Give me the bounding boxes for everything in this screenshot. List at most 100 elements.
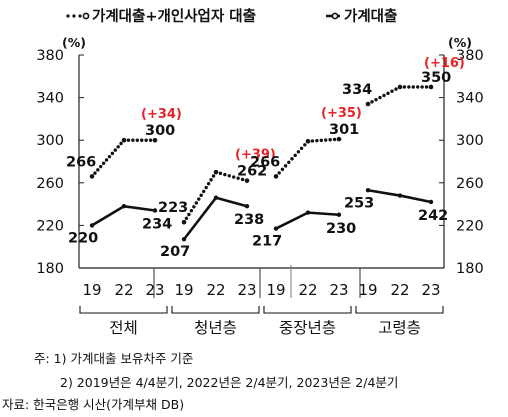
dotted-series-dot xyxy=(211,174,216,178)
dotted-series-point xyxy=(305,138,311,144)
dotted-series-dot xyxy=(277,171,281,175)
solid-series-point xyxy=(305,210,311,215)
solid-series-point xyxy=(213,195,219,200)
y-tick-label-left: 300 xyxy=(36,133,64,149)
y-tick-label-left: 220 xyxy=(36,218,64,234)
dotted-series-dot xyxy=(101,161,106,165)
dotted-series-point xyxy=(397,84,403,90)
legend-solid-marker xyxy=(326,12,340,20)
solid-series-point xyxy=(181,237,187,242)
solid-data-label: 217 xyxy=(252,234,282,250)
dotted-series-dot xyxy=(140,138,144,142)
dotted-series-dot xyxy=(131,138,135,142)
dotted-data-label: 334 xyxy=(342,82,372,98)
dotted-series-dot xyxy=(135,138,139,142)
y-tick-label-right: 220 xyxy=(456,218,484,234)
solid-series-point xyxy=(397,193,403,198)
solid-data-label: 253 xyxy=(344,195,374,211)
dotted-series-dot xyxy=(296,150,301,154)
y-tick-label-left: 340 xyxy=(36,91,64,107)
dotted-series-dot xyxy=(206,182,211,186)
solid-series-point xyxy=(336,212,342,217)
dotted-data-label: 300 xyxy=(145,123,175,139)
x-tick-label: 19 xyxy=(82,281,101,299)
dotted-series-dot xyxy=(378,95,382,100)
dotted-series-dot xyxy=(280,167,285,172)
dotted-series-point xyxy=(428,84,434,90)
dotted-series-dot xyxy=(119,141,123,146)
group-name: 고령층 xyxy=(378,319,421,337)
dotted-series-dot xyxy=(204,185,208,190)
dotted-series-dot xyxy=(232,175,236,179)
dotted-data-label: 262 xyxy=(237,164,267,180)
x-tick-label: 23 xyxy=(237,281,256,299)
dotted-series-dot xyxy=(107,154,112,159)
dotted-series-dot xyxy=(287,160,291,165)
dotted-series-dot xyxy=(402,85,407,89)
dotted-series-dot xyxy=(420,85,424,89)
solid-data-label: 220 xyxy=(68,230,98,246)
dotted-series-point xyxy=(273,174,279,179)
dotted-series-dot xyxy=(189,208,194,213)
dotted-series-point xyxy=(365,101,371,107)
y-tick-label-left: 260 xyxy=(36,176,64,192)
dotted-series-point xyxy=(89,174,95,179)
group-bracket xyxy=(263,306,352,314)
group-name: 청년층 xyxy=(194,319,237,337)
dotted-series-point xyxy=(244,178,250,183)
dotted-series-dot xyxy=(382,93,386,98)
change-annotation: (+16) xyxy=(424,56,465,71)
solid-data-label: 230 xyxy=(326,221,356,237)
dotted-series-dot xyxy=(332,137,337,142)
dotted-series-dot xyxy=(197,197,201,201)
change-annotation: (+35) xyxy=(321,106,362,121)
dotted-series-dot xyxy=(374,98,378,102)
dotted-series-dot xyxy=(201,189,206,194)
dotted-series-dot xyxy=(424,85,429,89)
dotted-series-dot xyxy=(290,157,294,161)
dotted-series-dot xyxy=(93,171,97,175)
dotted-series-dot xyxy=(407,85,411,89)
group-name: 전체 xyxy=(109,319,138,337)
dotted-series-dot xyxy=(328,138,332,142)
dotted-series-dot xyxy=(293,153,297,158)
group-bracket xyxy=(171,306,260,314)
change-annotation: (+34) xyxy=(141,107,182,122)
dotted-series-dot xyxy=(310,139,315,143)
solid-series-point xyxy=(89,223,95,228)
dotted-series-dot xyxy=(116,145,120,149)
dotted-series-dot xyxy=(96,168,100,172)
dotted-series-point xyxy=(336,136,342,142)
x-tick-label: 23 xyxy=(421,281,440,299)
dotted-data-label: 223 xyxy=(158,200,188,216)
y-unit-right: (%) xyxy=(448,35,472,50)
dotted-series-dot xyxy=(209,178,213,182)
x-tick-label: 22 xyxy=(298,281,317,299)
y-tick-label-right: 340 xyxy=(456,91,484,107)
dotted-series-dot xyxy=(394,87,398,91)
dotted-series-dot xyxy=(192,205,196,209)
solid-series-point xyxy=(428,199,434,205)
solid-data-label: 207 xyxy=(160,244,190,260)
dotted-series-dot xyxy=(113,148,117,152)
dotted-series-dot xyxy=(416,85,420,89)
dotted-series-point xyxy=(213,169,219,175)
legend-label-combined: 가계대출+개인사업자 대출 xyxy=(92,7,256,25)
dotted-series-dot xyxy=(218,171,223,176)
group-bracket xyxy=(355,306,444,314)
dotted-series-dot xyxy=(194,201,199,205)
dotted-data-label: 301 xyxy=(329,122,359,138)
note-2: 2) 2019년은 4/4분기, 2022년은 2/4분기, 2023년은 2/… xyxy=(60,375,399,390)
dotted-series-dot xyxy=(303,143,307,147)
dotted-series-dot xyxy=(148,138,153,142)
dotted-series-dot xyxy=(324,138,328,142)
legend: 가계대출+개인사업자 대출 가계대출 xyxy=(66,7,397,25)
dotted-series-point xyxy=(121,137,127,143)
x-tick-label: 22 xyxy=(206,281,225,299)
dotted-series-dot xyxy=(144,138,148,142)
dotted-series-dot xyxy=(187,212,191,217)
dotted-series-dot xyxy=(370,100,374,104)
change-annotation: (+39) xyxy=(235,148,276,163)
dotted-data-label: 266 xyxy=(250,154,280,170)
y-tick-label-right: 180 xyxy=(456,261,484,277)
